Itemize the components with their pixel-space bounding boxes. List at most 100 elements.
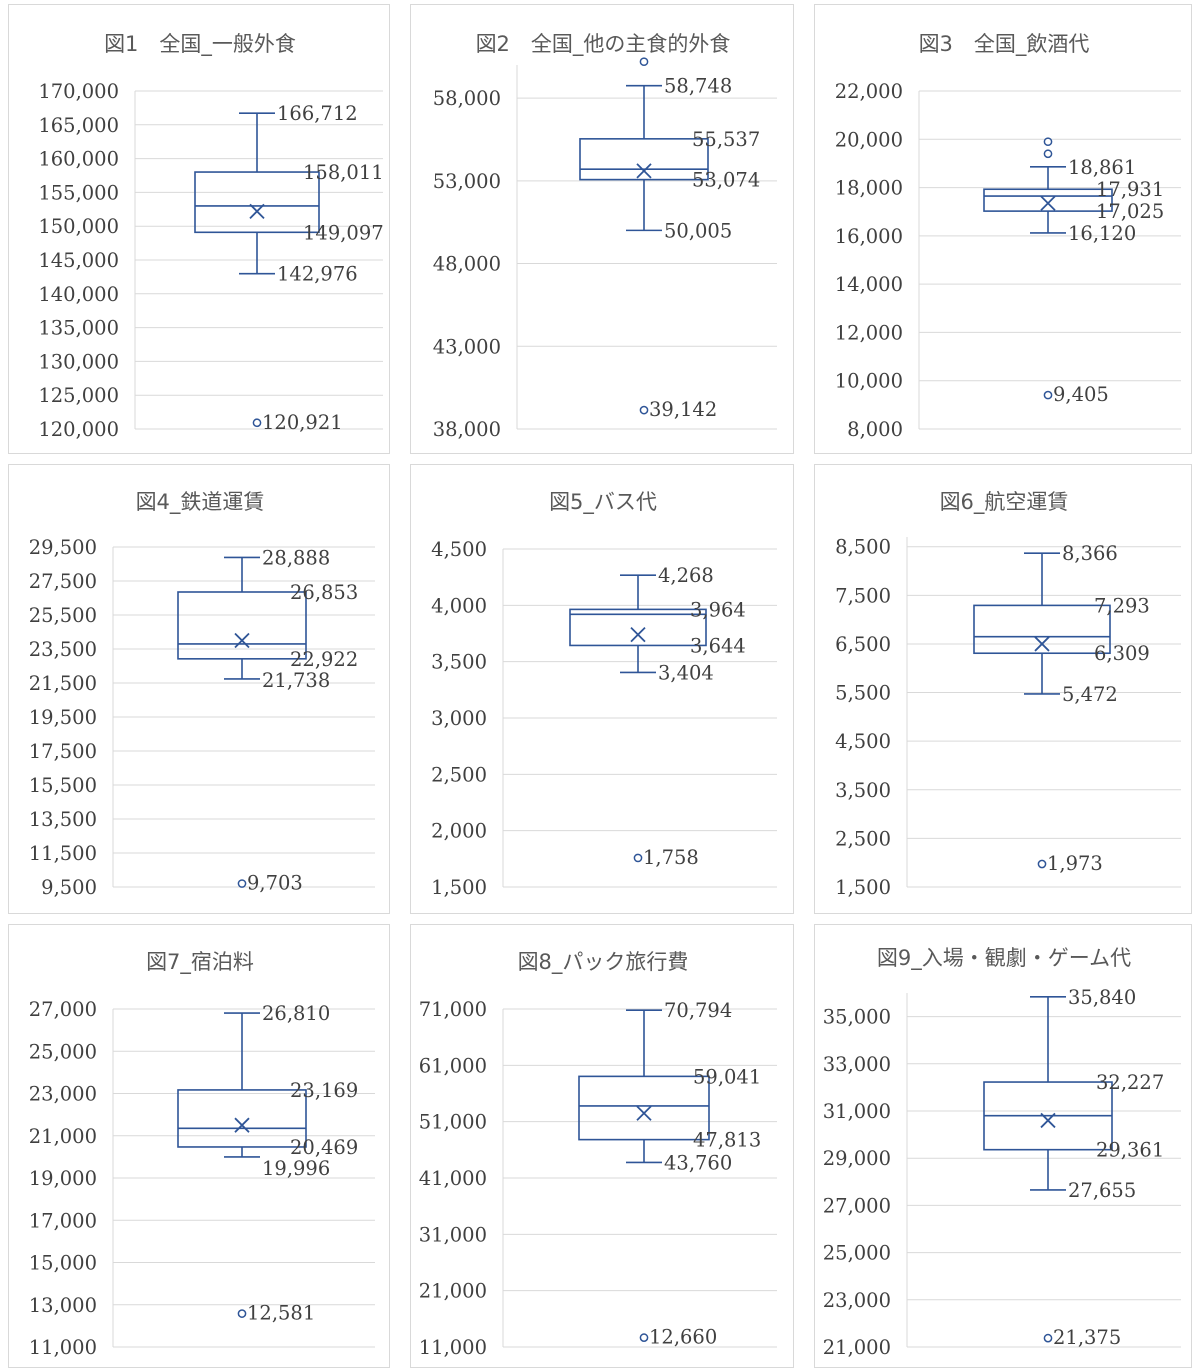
- outlier-point: [1043, 390, 1053, 400]
- y-tick-label: 27,000: [29, 998, 97, 1021]
- y-tick-label: 8,500: [835, 536, 891, 559]
- y-tick-label: 22,000: [835, 80, 903, 103]
- y-tick-label: 15,500: [29, 774, 97, 797]
- y-tick-label: 130,000: [38, 350, 119, 373]
- y-tick-label: 11,500: [29, 842, 97, 865]
- min-label: 5,472: [1062, 683, 1118, 706]
- y-tick-label: 3,000: [431, 707, 487, 730]
- q3-label: 3,964: [690, 598, 746, 621]
- chart-title: 図5_バス代: [549, 490, 657, 515]
- outlier-label: 39,142: [649, 398, 717, 421]
- chart-panel-2: 図2 全国_他の主食的外食 58,000 53,000 48,000 43,000 38,…: [410, 4, 794, 454]
- y-tick-label: 33,000: [823, 1053, 891, 1076]
- y-tick-label: 23,000: [823, 1289, 891, 1312]
- mean-marker-stroke: [630, 626, 646, 643]
- q1-label: 47,813: [693, 1129, 761, 1152]
- iqr-box: [194, 171, 320, 234]
- y-tick-label: 13,500: [29, 808, 97, 831]
- y-tick-label: 41,000: [419, 1167, 487, 1190]
- y-tick-label: 13,000: [29, 1294, 97, 1317]
- y-tick-label: 10,000: [835, 370, 903, 393]
- y-tick-label: 21,000: [419, 1280, 487, 1303]
- mean-marker-stroke: [1040, 195, 1056, 211]
- outlier-point: [639, 1333, 649, 1342]
- outlier-point: [639, 57, 649, 67]
- min-label: 3,404: [658, 661, 714, 684]
- chart-title: 図6_航空運賃: [940, 490, 1069, 515]
- y-tick-label: 170,000: [38, 80, 119, 103]
- outlier-label: 12,660: [649, 1326, 717, 1349]
- chart-panel-1: 図1 全国_一般外食 170,000 165,000 160,000 155,000 15…: [8, 4, 390, 454]
- y-tick-label: 145,000: [38, 249, 119, 272]
- chart-panel-8: 図8_パック旅行費 71,000 61,000 51,000 41,000 31,000 2…: [410, 924, 794, 1368]
- y-tick-label: 12,000: [835, 321, 903, 344]
- max-label: 18,861: [1068, 156, 1136, 179]
- max-label: 58,748: [664, 75, 732, 98]
- q1-label: 20,469: [290, 1136, 358, 1159]
- box-plot-1: 図1 全国_一般外食 170,000 165,000 160,000 155,000 15…: [38, 32, 384, 441]
- y-tick-label: 17,000: [29, 1209, 97, 1232]
- mean-marker-stroke: [636, 1105, 652, 1121]
- outlier-point: [237, 1309, 247, 1318]
- chart-panel-5: 図5_バス代 4,500 4,000 3,500 3,000 2,500 2,000 1,50…: [410, 464, 794, 914]
- iqr-box: [177, 1089, 307, 1148]
- chart-title: 図9_入場・観劇・ゲーム代: [877, 946, 1131, 971]
- box-plot-6: 図6_航空運賃 8,500 7,500 6,500 5,500 4,500 3,500 2,5…: [835, 490, 1181, 899]
- y-tick-label: 31,000: [823, 1100, 891, 1123]
- y-tick-label: 120,000: [38, 418, 119, 441]
- y-tick-label: 29,500: [29, 536, 97, 559]
- y-tick-label: 48,000: [433, 253, 501, 276]
- outlier-point: [1043, 1333, 1053, 1343]
- q1-label: 29,361: [1096, 1139, 1164, 1162]
- iqr-box: [578, 1075, 710, 1141]
- chart-panel-3: 図3 全国_飲酒代 22,000 20,000 18,000 16,000 14,000 1…: [814, 4, 1192, 454]
- y-tick-label: 43,000: [433, 335, 501, 358]
- max-label: 166,712: [277, 102, 358, 125]
- min-label: 19,996: [262, 1157, 330, 1180]
- iqr-box: [973, 604, 1111, 655]
- y-tick-label: 19,500: [29, 706, 97, 729]
- q3-label: 59,041: [693, 1065, 761, 1088]
- q3-label: 17,931: [1096, 178, 1164, 201]
- y-tick-label: 1,500: [835, 876, 891, 899]
- y-tick-label: 7,500: [835, 584, 891, 607]
- outlier-label: 9,703: [247, 872, 303, 895]
- y-tick-label: 35,000: [823, 1006, 891, 1029]
- chart-panel-7: 図7_宿泊料 27,000 25,000 23,000 21,000 19,000 17,0…: [8, 924, 390, 1368]
- chart-title: 図2 全国_他の主食的外食: [476, 32, 731, 57]
- outlier-point: [1043, 149, 1053, 159]
- y-tick-label: 9,500: [41, 876, 97, 899]
- y-tick-label: 17,500: [29, 740, 97, 763]
- y-tick-label: 135,000: [38, 317, 119, 340]
- box-plot-9: 図9_入場・観劇・ゲーム代 35,000 33,000 31,000 29,000 27,…: [823, 946, 1181, 1359]
- q3-label: 158,011: [303, 161, 384, 184]
- y-tick-label: 21,000: [29, 1125, 97, 1148]
- iqr-box: [569, 608, 707, 647]
- y-tick-label: 61,000: [419, 1054, 487, 1077]
- outlier-point: [237, 879, 247, 888]
- mean-marker-stroke: [1034, 636, 1050, 652]
- outlier-point: [1043, 137, 1053, 147]
- y-tick-label: 25,500: [29, 604, 97, 627]
- y-tick-label: 2,500: [835, 827, 891, 850]
- mean-marker-stroke: [1040, 1112, 1056, 1129]
- q3-label: 23,169: [290, 1079, 358, 1102]
- y-tick-label: 160,000: [38, 148, 119, 171]
- outlier-label: 1,973: [1047, 852, 1103, 875]
- q1-label: 3,644: [690, 634, 746, 657]
- iqr-box: [177, 591, 307, 660]
- y-tick-label: 11,000: [419, 1336, 487, 1359]
- chart-title: 図8_パック旅行費: [518, 950, 689, 975]
- min-label: 21,738: [262, 669, 330, 692]
- y-tick-label: 4,500: [431, 538, 487, 561]
- min-label: 50,005: [664, 219, 732, 242]
- max-label: 28,888: [262, 546, 330, 569]
- max-label: 70,794: [664, 999, 732, 1022]
- y-tick-label: 3,500: [835, 779, 891, 802]
- iqr-box: [579, 138, 709, 181]
- box-plot-3: 図3 全国_飲酒代 22,000 20,000 18,000 16,000 14,000 1…: [835, 32, 1181, 441]
- y-tick-label: 29,000: [823, 1147, 891, 1170]
- y-tick-label: 27,500: [29, 570, 97, 593]
- chart-title: 図4_鉄道運賃: [136, 490, 265, 515]
- mean-marker-stroke: [234, 1117, 250, 1133]
